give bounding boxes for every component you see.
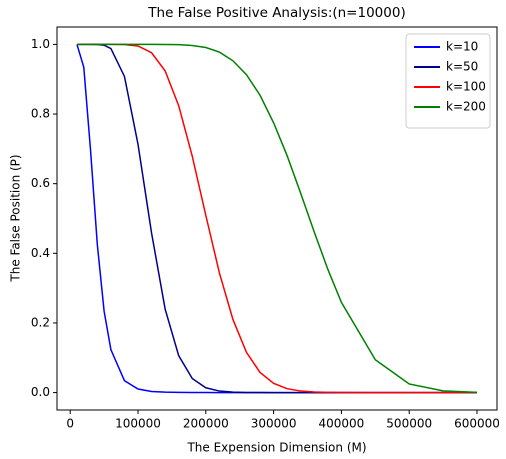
plot-frame bbox=[56, 26, 498, 411]
x-tick-label: 200000 bbox=[183, 417, 229, 431]
x-tick-label: 0 bbox=[66, 417, 74, 431]
legend-label: k=50 bbox=[446, 60, 478, 74]
legend-label: k=10 bbox=[446, 40, 478, 54]
x-tick-label: 300000 bbox=[251, 417, 297, 431]
x-tick-label: 100000 bbox=[115, 417, 161, 431]
y-tick-label: 0.2 bbox=[31, 315, 50, 329]
legend: k=10 k=50 k=100 k=200 bbox=[405, 33, 491, 129]
y-tick-label: 0.8 bbox=[31, 107, 50, 121]
legend-label: k=200 bbox=[446, 100, 486, 114]
legend-box bbox=[405, 33, 491, 129]
x-tick-label: 500000 bbox=[386, 417, 432, 431]
x-axis-label: The Expension Dimension (M) bbox=[186, 441, 366, 455]
x-tick-label: 400000 bbox=[319, 417, 365, 431]
chart-title: The False Positive Analysis:(n=10000) bbox=[147, 5, 405, 21]
y-tick-label: 1.0 bbox=[31, 37, 50, 51]
y-tick-label: 0.0 bbox=[31, 385, 50, 399]
legend-label: k=100 bbox=[446, 80, 486, 94]
series-line bbox=[77, 43, 478, 394]
x-tick-label: 600000 bbox=[454, 417, 500, 431]
y-tick-label: 0.6 bbox=[31, 176, 50, 190]
y-axis-label: The False Position (P) bbox=[9, 154, 23, 282]
y-tick-label: 0.4 bbox=[31, 246, 50, 260]
